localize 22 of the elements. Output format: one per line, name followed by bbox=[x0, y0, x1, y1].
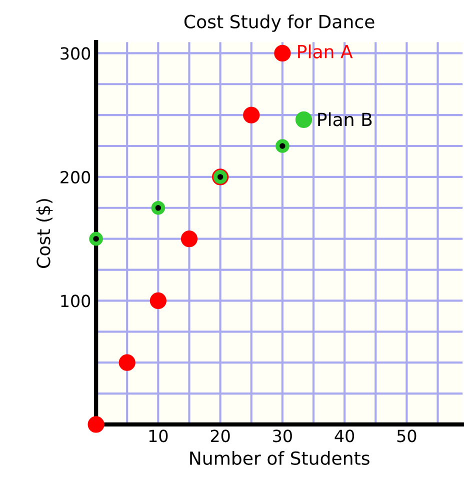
y-tick-label: 200 bbox=[60, 170, 90, 184]
point bbox=[150, 292, 166, 310]
point bbox=[88, 416, 104, 433]
point bbox=[243, 106, 260, 124]
y-tick-label: 300 bbox=[60, 47, 90, 60]
point bbox=[276, 139, 290, 153]
legend-label: Plan B bbox=[318, 112, 372, 126]
x-tick-label: 30 bbox=[273, 430, 292, 442]
x-tick-label: 10 bbox=[149, 430, 168, 442]
point bbox=[151, 200, 166, 215]
point bbox=[89, 232, 103, 246]
y-tick-label: 100 bbox=[61, 294, 90, 308]
point bbox=[118, 354, 136, 371]
series-label: Plan A bbox=[298, 44, 353, 58]
x-axis-title: Number of Students bbox=[190, 451, 370, 465]
x-tick-label: 20 bbox=[210, 430, 230, 442]
point bbox=[180, 230, 198, 248]
x-tick-label: 40 bbox=[334, 430, 354, 442]
y-axis-title: Cost ($) bbox=[36, 199, 53, 268]
x-tick-label: 50 bbox=[397, 430, 416, 442]
point bbox=[274, 44, 291, 62]
chart-title: Cost Study for Dance bbox=[184, 14, 374, 32]
